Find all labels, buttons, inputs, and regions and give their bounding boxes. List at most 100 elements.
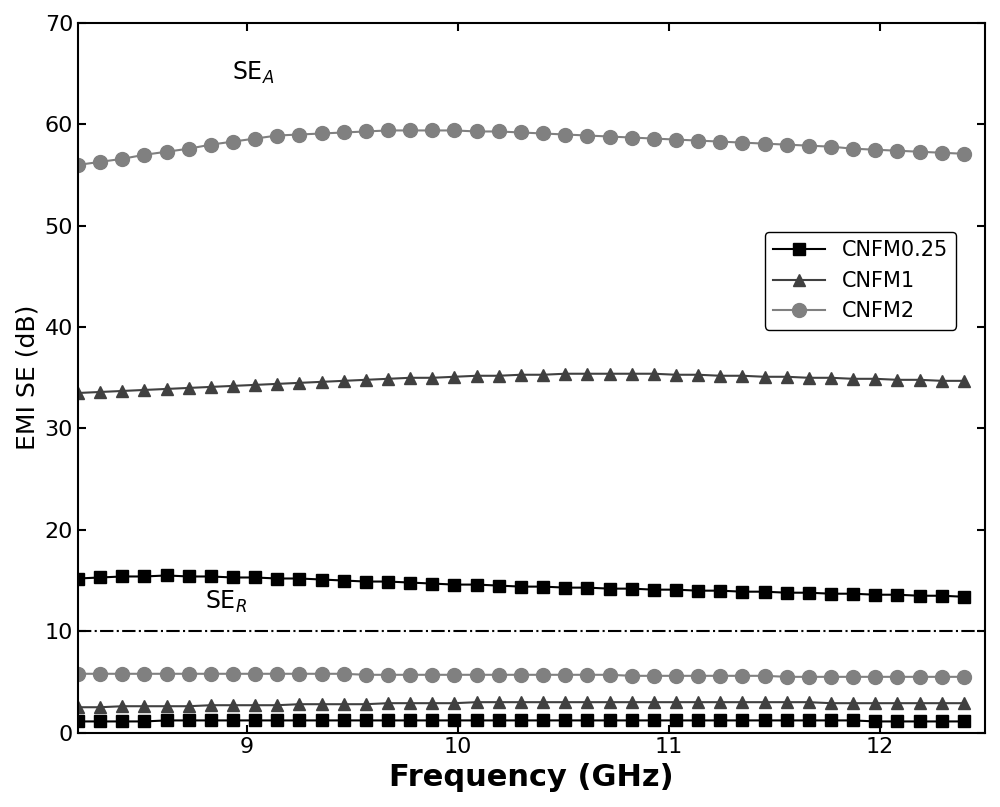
CNFM2 <box>94 157 106 167</box>
Legend: CNFM0.25, CNFM1, CNFM2: CNFM0.25, CNFM1, CNFM2 <box>765 232 956 329</box>
CNFM1 <box>360 375 372 385</box>
CNFM1 <box>869 374 881 383</box>
CNFM2 <box>936 148 948 157</box>
CNFM1 <box>338 376 350 386</box>
CNFM0.25 <box>249 573 261 583</box>
CNFM0.25 <box>404 578 416 587</box>
CNFM0.25 <box>293 574 305 583</box>
CNFM1 <box>94 387 106 397</box>
CNFM2 <box>581 131 593 140</box>
CNFM2 <box>72 160 84 169</box>
CNFM2 <box>227 136 239 146</box>
CNFM2 <box>781 140 793 149</box>
CNFM2 <box>958 149 970 159</box>
CNFM2 <box>493 127 505 136</box>
CNFM1 <box>537 370 549 379</box>
CNFM0.25 <box>869 590 881 600</box>
CNFM2 <box>759 139 771 148</box>
CNFM0.25 <box>515 582 527 592</box>
CNFM0.25 <box>736 587 748 596</box>
CNFM0.25 <box>670 585 682 595</box>
CNFM2 <box>338 128 350 137</box>
CNFM0.25 <box>692 586 704 596</box>
CNFM2 <box>869 145 881 155</box>
Line: CNFM1: CNFM1 <box>72 368 969 399</box>
CNFM2 <box>205 140 217 149</box>
CNFM2 <box>537 128 549 138</box>
CNFM2 <box>404 126 416 136</box>
CNFM0.25 <box>205 571 217 581</box>
CNFM1 <box>626 369 638 378</box>
CNFM0.25 <box>604 583 616 593</box>
CNFM1 <box>781 372 793 382</box>
CNFM0.25 <box>382 577 394 587</box>
CNFM2 <box>670 135 682 144</box>
CNFM1 <box>891 375 903 385</box>
CNFM0.25 <box>271 574 283 583</box>
CNFM1 <box>161 384 173 394</box>
CNFM1 <box>914 375 926 385</box>
CNFM0.25 <box>714 586 726 596</box>
CNFM0.25 <box>471 579 483 589</box>
CNFM0.25 <box>914 591 926 600</box>
CNFM2 <box>448 126 460 136</box>
CNFM1 <box>316 377 328 387</box>
CNFM2 <box>293 130 305 140</box>
CNFM0.25 <box>537 582 549 592</box>
CNFM2 <box>914 147 926 157</box>
CNFM1 <box>271 379 283 389</box>
CNFM1 <box>205 382 217 391</box>
CNFM2 <box>847 144 859 153</box>
CNFM1 <box>736 371 748 381</box>
CNFM1 <box>249 380 261 390</box>
CNFM1 <box>293 378 305 387</box>
CNFM2 <box>825 142 837 152</box>
CNFM0.25 <box>116 571 128 581</box>
CNFM0.25 <box>426 579 438 588</box>
CNFM1 <box>426 373 438 383</box>
CNFM2 <box>360 127 372 136</box>
CNFM0.25 <box>891 590 903 600</box>
CNFM2 <box>382 126 394 136</box>
CNFM0.25 <box>559 583 571 592</box>
CNFM2 <box>515 128 527 137</box>
CNFM0.25 <box>316 575 328 584</box>
CNFM1 <box>559 369 571 378</box>
CNFM1 <box>825 373 837 383</box>
CNFM1 <box>448 372 460 382</box>
CNFM0.25 <box>493 581 505 591</box>
CNFM1 <box>803 373 815 383</box>
CNFM0.25 <box>448 579 460 589</box>
Text: SE$_A$: SE$_A$ <box>232 60 274 86</box>
CNFM2 <box>161 147 173 157</box>
CNFM1 <box>116 386 128 395</box>
CNFM2 <box>803 140 815 150</box>
CNFM1 <box>648 369 660 378</box>
CNFM1 <box>714 371 726 381</box>
CNFM2 <box>604 132 616 141</box>
CNFM2 <box>714 136 726 146</box>
CNFM0.25 <box>626 583 638 593</box>
CNFM1 <box>604 369 616 378</box>
CNFM1 <box>227 381 239 391</box>
CNFM2 <box>316 128 328 138</box>
CNFM1 <box>382 374 394 383</box>
Text: SE$_R$: SE$_R$ <box>205 588 247 615</box>
Y-axis label: EMI SE (dB): EMI SE (dB) <box>15 305 39 450</box>
CNFM1 <box>471 371 483 381</box>
CNFM1 <box>692 370 704 379</box>
CNFM2 <box>138 150 150 160</box>
CNFM2 <box>891 146 903 156</box>
CNFM0.25 <box>360 577 372 587</box>
CNFM0.25 <box>161 571 173 580</box>
CNFM2 <box>271 131 283 140</box>
CNFM0.25 <box>338 575 350 585</box>
CNFM0.25 <box>648 585 660 595</box>
CNFM0.25 <box>803 587 815 597</box>
CNFM2 <box>249 134 261 144</box>
CNFM2 <box>471 127 483 136</box>
Line: CNFM2: CNFM2 <box>71 123 971 172</box>
CNFM0.25 <box>936 591 948 600</box>
CNFM2 <box>626 132 638 142</box>
CNFM0.25 <box>781 587 793 597</box>
